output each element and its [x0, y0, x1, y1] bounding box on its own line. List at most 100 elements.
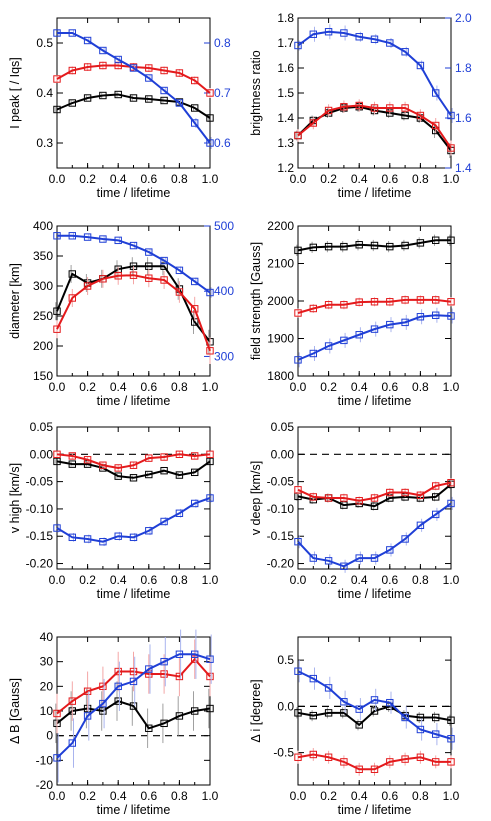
- data-point: [191, 707, 199, 715]
- data-point: [416, 521, 425, 530]
- data-point: [191, 277, 199, 286]
- panel-3: 0.0 0.2 0.4 0.6 0.8 1.0 time / lifetime 150 200 2…: [8, 219, 234, 408]
- y-tick-label: -10: [36, 753, 54, 767]
- series-line: [56, 460, 211, 479]
- data-point: [68, 294, 76, 302]
- series-line: [56, 274, 211, 352]
- data-point: [370, 325, 379, 333]
- data-point: [370, 696, 379, 704]
- data-point: [145, 248, 153, 256]
- data-point: [145, 74, 153, 82]
- x-tick-label: 1.0: [202, 573, 219, 587]
- data-point: [340, 29, 348, 37]
- x-tick-label: 0.8: [412, 380, 429, 394]
- data-point: [175, 69, 184, 77]
- x-tick-label: 0.8: [171, 573, 188, 587]
- data-point: [324, 342, 333, 350]
- y-tick-label: 1.2: [277, 161, 294, 175]
- data-point: [114, 90, 122, 99]
- x-tick-label: 0.2: [79, 380, 96, 394]
- x-tick-label: 1.0: [202, 380, 219, 394]
- data-point: [386, 320, 394, 329]
- series-blue: [294, 24, 455, 123]
- data-point: [294, 486, 302, 494]
- data-point: [340, 336, 348, 345]
- data-point: [206, 704, 214, 713]
- series-red: [294, 748, 455, 776]
- series-line: [56, 497, 211, 543]
- x-tick-label: 0.0: [49, 172, 66, 186]
- data-point: [191, 119, 199, 127]
- data-point: [206, 347, 214, 355]
- data-point: [129, 474, 138, 482]
- y2-tick-label: 1.4: [455, 161, 472, 175]
- data-point: [324, 684, 333, 692]
- series-black: [294, 700, 455, 731]
- y-axis-label: field strength [Gauss]: [249, 242, 263, 360]
- series-line: [297, 481, 452, 502]
- x-tick-label: 1.0: [443, 172, 460, 186]
- data-point: [99, 699, 107, 708]
- x-tick-label: 0.8: [171, 172, 188, 186]
- data-point: [83, 282, 92, 290]
- series-line: [297, 314, 452, 361]
- data-point: [99, 537, 107, 546]
- y-tick-label: 0.0: [277, 699, 294, 713]
- data-point: [145, 470, 153, 479]
- data-point: [401, 535, 409, 543]
- data-point: [432, 121, 440, 130]
- data-point: [355, 721, 363, 729]
- data-point: [160, 453, 168, 461]
- y-tick-label: 1.5: [277, 86, 294, 100]
- series-line: [56, 700, 211, 730]
- series-black: [53, 90, 214, 122]
- y-tick-label: -0.5: [273, 746, 294, 760]
- data-point: [355, 101, 363, 110]
- x-tick-label: 0.8: [412, 573, 429, 587]
- data-point: [160, 657, 168, 666]
- y-axis-label: diameter [km]: [8, 263, 22, 339]
- data-point: [294, 309, 302, 317]
- data-point: [386, 298, 394, 306]
- data-point: [175, 712, 184, 720]
- data-point: [309, 119, 318, 127]
- data-point: [401, 296, 409, 304]
- x-axis-label: time / lifetime: [97, 587, 171, 601]
- y-tick-label: 1800: [267, 369, 294, 383]
- series-line: [297, 502, 452, 568]
- data-point: [432, 311, 440, 319]
- data-point: [68, 452, 76, 460]
- data-point: [416, 239, 425, 247]
- y2-tick-label: 300: [214, 349, 234, 363]
- x-tick-label: 0.4: [351, 789, 368, 803]
- series-red: [294, 295, 455, 318]
- data-point: [114, 464, 122, 472]
- data-point: [160, 96, 168, 105]
- y-tick-label: -0.10: [267, 502, 295, 516]
- data-point: [294, 537, 302, 546]
- data-point: [68, 29, 76, 37]
- series-blue: [53, 493, 214, 547]
- data-point: [416, 713, 425, 722]
- data-point: [294, 709, 302, 717]
- data-point: [294, 131, 302, 140]
- data-point: [370, 707, 379, 715]
- data-point: [191, 650, 199, 658]
- y2-tick-label: 1.6: [455, 111, 472, 125]
- data-point: [309, 493, 318, 501]
- series-blue: [53, 29, 214, 149]
- x-tick-label: 1.0: [443, 789, 460, 803]
- data-point: [447, 144, 455, 152]
- data-point: [416, 313, 425, 321]
- data-point: [340, 301, 348, 309]
- data-point: [386, 546, 394, 554]
- data-point: [53, 105, 61, 114]
- y-tick-label: 0.00: [271, 447, 295, 461]
- data-point: [53, 29, 61, 37]
- data-point: [99, 61, 107, 70]
- data-point: [355, 241, 363, 249]
- data-point: [145, 527, 153, 535]
- series-line: [56, 453, 211, 469]
- x-tick-label: 0.2: [320, 380, 337, 394]
